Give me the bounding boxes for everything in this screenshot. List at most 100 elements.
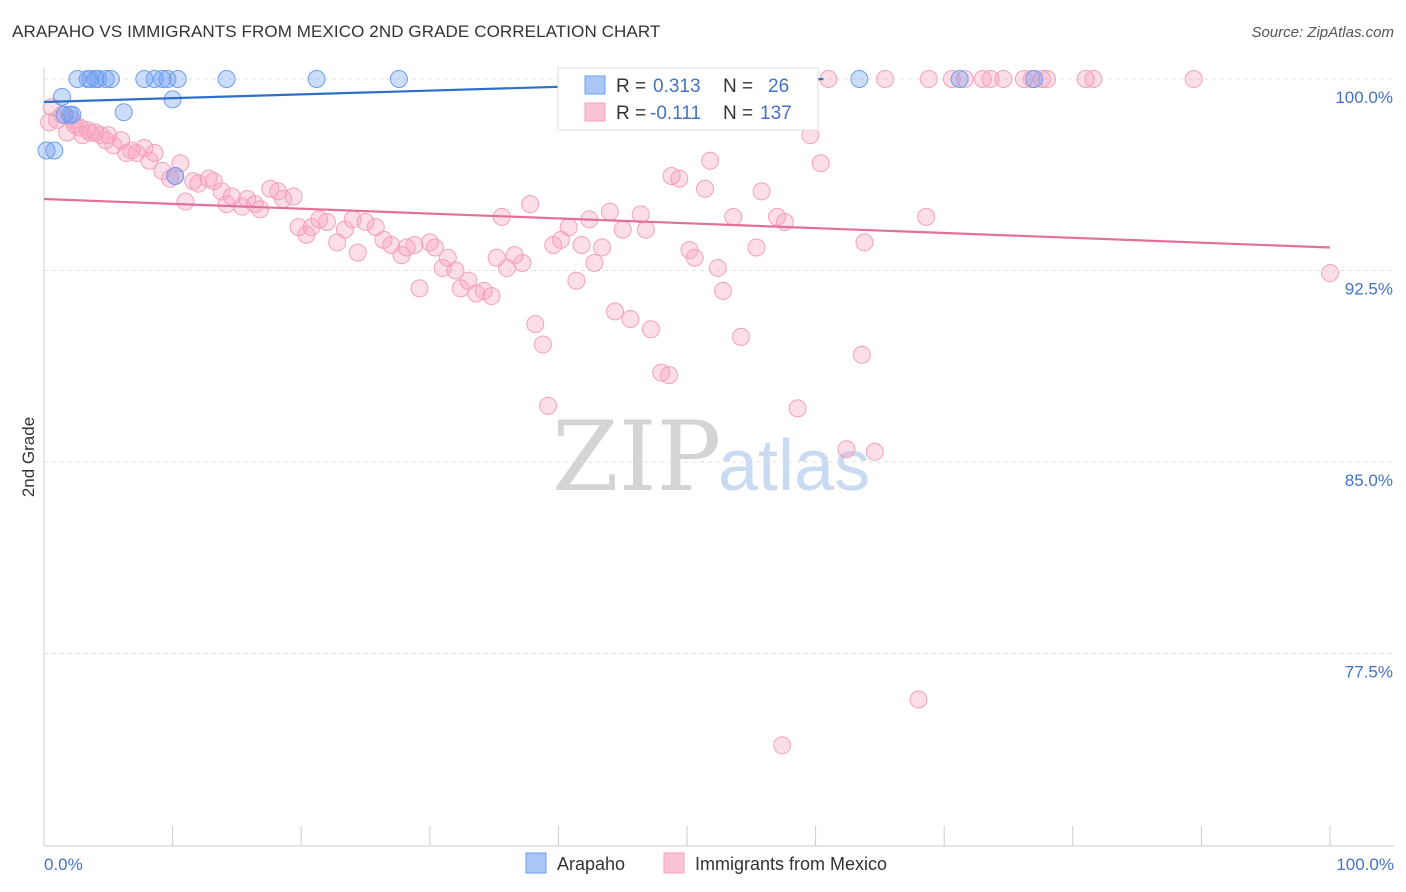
arapaho-point	[89, 70, 108, 88]
legend-r-value-2: -0.111	[650, 103, 701, 124]
mexico-point	[752, 182, 771, 201]
mexico-point	[81, 123, 100, 142]
mexico-points	[40, 70, 1339, 755]
arapaho-point	[135, 70, 154, 88]
chart-source: Source: ZipAtlas.com	[1251, 24, 1394, 41]
legend-n-value-2: 137	[760, 103, 792, 124]
bottom-legend-arapaho: Arapaho	[557, 854, 625, 874]
arapaho-point	[166, 167, 185, 186]
mexico-point	[1076, 70, 1095, 88]
mexico-point	[482, 287, 501, 306]
legend-r-label-2: R =	[616, 103, 646, 124]
mexico-point	[410, 279, 429, 298]
mexico-point	[405, 235, 424, 254]
legend-n-label-2: N =	[723, 103, 753, 124]
mexico-point	[348, 243, 367, 262]
mexico-point	[701, 151, 720, 170]
mexico-point	[981, 70, 1000, 88]
mexico-point	[621, 310, 640, 329]
mexico-point	[685, 248, 704, 267]
arapaho-point	[158, 70, 177, 88]
mexico-point	[446, 261, 465, 280]
mexico-point	[613, 220, 632, 239]
y-tick-label: 92.5%	[1345, 280, 1393, 299]
y-tick-label: 100.0%	[1335, 88, 1393, 107]
mexico-point	[513, 253, 532, 272]
mexico-point	[505, 246, 524, 265]
legend-n-label-1: N =	[723, 76, 753, 97]
mexico-point	[955, 70, 974, 88]
arapaho-point	[168, 70, 187, 88]
y-axis-label: 2nd Grade	[19, 417, 38, 497]
legend-r-value-1: 0.313	[653, 76, 701, 97]
arapaho-point	[101, 70, 120, 88]
immigrants-from-mexico-trend-line	[43, 197, 1331, 249]
arapaho-point	[217, 70, 236, 88]
mexico-point	[189, 174, 208, 193]
mexico-point	[865, 442, 884, 461]
mexico-point	[317, 212, 336, 231]
mexico-point	[670, 169, 689, 188]
mexico-point	[636, 220, 655, 239]
mexico-point	[994, 70, 1013, 88]
mexico-point	[593, 238, 612, 257]
mexico-point	[199, 169, 218, 188]
mexico-point	[539, 396, 558, 415]
arapaho-point	[1025, 70, 1044, 88]
mexico-point	[600, 202, 619, 221]
mexico-point	[917, 207, 936, 226]
arapaho-points	[37, 70, 1044, 186]
arapaho-point	[37, 141, 56, 160]
arapaho-point	[45, 141, 64, 160]
mexico-point	[145, 144, 164, 163]
chart-title: ARAPAHO VS IMMIGRANTS FROM MEXICO 2ND GR…	[12, 22, 661, 41]
gridlines	[44, 78, 1394, 654]
mexico-point	[420, 233, 439, 252]
mexico-point	[714, 281, 733, 300]
mexico-point	[1321, 264, 1339, 283]
mexico-point	[837, 440, 856, 459]
bottom-legend-swatch-arapaho	[525, 852, 547, 874]
series-legend: Arapaho Immigrants from Mexico	[525, 852, 887, 874]
mexico-point	[117, 144, 136, 163]
mexico-point	[708, 258, 727, 277]
mexico-point	[747, 238, 766, 257]
mexico-point	[559, 218, 578, 237]
mexico-point	[724, 207, 743, 226]
mexico-point	[184, 172, 203, 191]
mexico-point	[973, 70, 992, 88]
mexico-point	[855, 233, 874, 252]
mexico-point	[204, 172, 223, 191]
arapaho-point	[81, 70, 100, 88]
mexico-point	[1014, 70, 1033, 88]
mexico-point	[245, 195, 264, 214]
x-tick-label-max: 100.0%	[1336, 855, 1394, 874]
arapaho-point	[53, 87, 72, 106]
legend-n-value-1: 26	[768, 76, 789, 97]
mexico-point	[696, 179, 715, 198]
mexico-point	[788, 399, 807, 418]
mexico-point	[585, 253, 604, 272]
legend-swatch-mexico	[584, 102, 606, 122]
mexico-point	[919, 70, 938, 88]
mexico-point	[605, 302, 624, 321]
arapaho-point	[950, 70, 969, 88]
mexico-point	[176, 192, 195, 211]
y-tick-label: 85.0%	[1345, 471, 1393, 490]
mexico-point	[289, 218, 308, 237]
arapaho-point	[96, 70, 115, 88]
arapaho-point	[307, 70, 326, 88]
arapaho-point	[68, 70, 87, 88]
watermark-atlas: atlas	[718, 426, 870, 506]
arapaho-point	[55, 105, 74, 124]
bottom-legend-swatch-mexico	[663, 852, 685, 874]
mexico-point	[641, 320, 660, 339]
mexico-point	[572, 235, 591, 254]
mexico-point	[567, 271, 586, 290]
arapaho-point	[153, 70, 172, 88]
legend-swatch-arapaho	[584, 75, 606, 95]
bottom-legend-mexico: Immigrants from Mexico	[695, 854, 887, 874]
mexico-point	[811, 154, 830, 173]
mexico-point	[161, 169, 180, 188]
